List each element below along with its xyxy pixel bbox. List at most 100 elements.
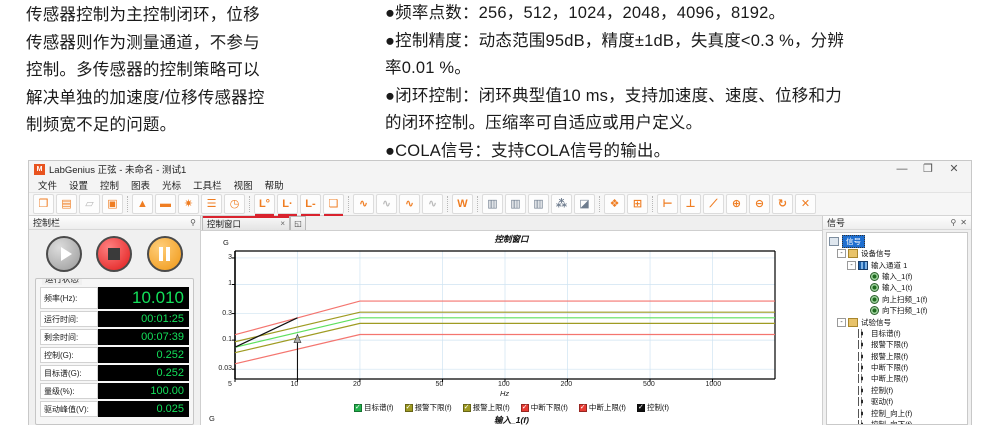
grid-windows-icon[interactable]: ⊞ [627, 194, 648, 214]
run-dwell-icon[interactable]: ∿ [422, 194, 443, 214]
legend-checkbox[interactable]: ✓ [578, 403, 587, 412]
word-export-icon[interactable]: W [452, 194, 473, 214]
legend-item-1[interactable]: ✓ 报警下限(f) [404, 402, 452, 413]
chart-bars2-icon[interactable]: ▥ [505, 194, 526, 214]
open-folder-icon[interactable]: ▱ [79, 194, 100, 214]
play-button[interactable] [46, 236, 83, 272]
tree-expander-icon[interactable]: - [837, 317, 846, 327]
signal-dot-icon [870, 283, 879, 293]
legend-checkbox[interactable]: ✓ [520, 403, 529, 412]
tree-node[interactable]: 向下扫频_1(f) [829, 305, 967, 316]
level-hold-icon[interactable]: L· [277, 194, 298, 216]
menu-item-7[interactable]: 帮助 [264, 180, 284, 192]
status-value: 0.252 [98, 365, 189, 381]
refresh-icon-glyph: ↻ [777, 197, 788, 210]
legend-item-0[interactable]: ✓ 目标谱(f) [353, 402, 394, 413]
cursor-horizontal-icon[interactable]: ⊢ [657, 194, 678, 214]
pin-icon[interactable]: ⚲ [190, 218, 196, 227]
print-icon[interactable]: ▲ [132, 194, 153, 214]
stop-button[interactable] [96, 236, 133, 272]
copy-test-icon[interactable]: ❏ [323, 194, 344, 216]
cursor-vertical-icon[interactable]: ⊥ [680, 194, 701, 214]
tree-node[interactable]: 报警下限(f) [829, 339, 967, 350]
menu-item-6[interactable]: 视图 [233, 180, 253, 192]
maximize-icon[interactable]: ❐ [923, 162, 933, 175]
level-down-icon[interactable]: L- [300, 194, 321, 216]
tree-node[interactable]: 报警上限(f) [829, 351, 967, 362]
tree-node[interactable]: 目标谱(f) [829, 328, 967, 339]
legend-checkbox[interactable]: ✓ [404, 403, 413, 412]
toolbar-separator [652, 196, 653, 212]
tile-windows-icon[interactable]: ❖ [604, 194, 625, 214]
tree-node[interactable]: 驱动(f) [829, 396, 967, 407]
toolbar-separator [477, 196, 478, 212]
toolbar: ❒ ▤ ▱ ▣ ▲ ▬ ✷ ☰ ◷ L° L· L- ❏ ∿ ∿ ∿ ∿ W ▥ ▥ ▥ ⁂ ◪ ❖ ⊞ ⊢ ⊥ ⟋ ⊕ ⊖ ↻ ✕ [29, 192, 971, 216]
menu-item-2[interactable]: 控制 [100, 180, 120, 192]
menu-item-3[interactable]: 图表 [131, 180, 151, 192]
legend-item-5[interactable]: ✓ 控制(f) [636, 402, 669, 413]
control-panel-dock: 控制栏 ⚲ 运行状态 频率(Hz): 10.010 运行时间: 00:01:25 剩余时… [29, 216, 201, 425]
close-icon[interactable]: ✕ [960, 218, 967, 227]
legend-item-4[interactable]: ✓ 中断上限(f) [578, 402, 626, 413]
toolbar-active-underline [278, 214, 297, 216]
wave-icon [858, 351, 868, 361]
minimize-icon[interactable]: — [896, 162, 908, 175]
chart-bars3-icon[interactable]: ▥ [528, 194, 549, 214]
timer-clock-icon[interactable]: ◷ [224, 194, 245, 214]
zoom-out-icon[interactable]: ⊖ [749, 194, 770, 214]
menu-item-1[interactable]: 设置 [69, 180, 89, 192]
tree-node[interactable]: 控制_向下(f) [829, 419, 967, 424]
tree-node[interactable]: 控制(f) [829, 385, 967, 396]
pin-icon[interactable]: ⚲ [950, 218, 957, 227]
tab-restore-icon[interactable]: ◱ [290, 216, 306, 230]
run-resonance-icon[interactable]: ∿ [399, 194, 420, 214]
tree-node[interactable]: 向上扫频_1(f) [829, 294, 967, 305]
menu-item-0[interactable]: 文件 [38, 180, 58, 192]
legend-checkbox[interactable]: ✓ [636, 403, 645, 412]
report-icon[interactable]: ▬ [155, 194, 176, 214]
tree-node[interactable]: 输入_1(t) [829, 282, 967, 293]
chart-area-icon[interactable]: ◪ [574, 194, 595, 214]
tree-expander-icon[interactable]: - [837, 249, 846, 259]
settings-gear-icon[interactable]: ✷ [178, 194, 199, 214]
menu-item-5[interactable]: 工具栏 [193, 180, 222, 192]
signal-tree[interactable]: 信号 - 设备信号 - 输入通道 1 输入_1(f) 输入_1(t) 向上扫频_1(f) 向下… [826, 232, 968, 425]
save-icon[interactable]: ▤ [56, 194, 77, 214]
toolbar-separator [249, 196, 250, 212]
cursor-slope-icon[interactable]: ⟋ [703, 194, 724, 214]
tree-node[interactable]: - 试验信号 [829, 316, 967, 327]
tree-node[interactable]: 输入_1(f) [829, 271, 967, 282]
new-file-icon[interactable]: ❒ [33, 194, 54, 214]
legend-item-3[interactable]: ✓ 中断下限(f) [520, 402, 568, 413]
tab-close-icon[interactable]: × [280, 219, 285, 228]
legend-label: 中断上限(f) [588, 403, 626, 412]
legend-item-2[interactable]: ✓ 报警上限(f) [462, 402, 510, 413]
refresh-icon[interactable]: ↻ [772, 194, 793, 214]
tree-node[interactable]: - 输入通道 1 [829, 259, 967, 270]
tree-expander-icon[interactable]: - [847, 260, 856, 270]
menu-item-4[interactable]: 光标 [162, 180, 182, 192]
run-sine-icon[interactable]: ∿ [353, 194, 374, 214]
tree-node[interactable]: - 设备信号 [829, 248, 967, 259]
plot-wrap[interactable]: G Hz 5 10 20 50 100 200 500 1000 3 1 0.3 0.1 0.03 [201, 238, 822, 400]
export-icon[interactable]: ▣ [102, 194, 123, 214]
tree-node[interactable]: 中断上限(f) [829, 373, 967, 384]
clear-icon[interactable]: ✕ [795, 194, 816, 214]
run-sweep-icon[interactable]: ∿ [376, 194, 397, 214]
legend-checkbox[interactable]: ✓ [462, 403, 471, 412]
zoom-in-icon[interactable]: ⊕ [726, 194, 747, 214]
tile-windows-icon-glyph: ❖ [609, 197, 620, 210]
channel-icon [858, 260, 868, 270]
tab-control-window[interactable]: 控制窗口 × [202, 216, 290, 230]
chart-legend: ✓ 目标谱(f) ✓ 报警下限(f) ✓ 报警上限(f) ✓ 中断下限(f) ✓ 中断上限(f) ✓… [201, 400, 822, 413]
tree-root[interactable]: 信号 [829, 234, 967, 248]
tree-node[interactable]: 中断下限(f) [829, 362, 967, 373]
pause-button[interactable] [146, 236, 183, 272]
level-up-icon[interactable]: L° [254, 194, 275, 216]
chart-bars-icon[interactable]: ▥ [482, 194, 503, 214]
close-icon[interactable]: ✕ [949, 162, 959, 175]
legend-checkbox[interactable]: ✓ [353, 403, 362, 412]
tree-node[interactable]: 控制_向上(f) [829, 407, 967, 418]
chart-scatter-icon[interactable]: ⁂ [551, 194, 572, 214]
schedule-icon[interactable]: ☰ [201, 194, 222, 214]
